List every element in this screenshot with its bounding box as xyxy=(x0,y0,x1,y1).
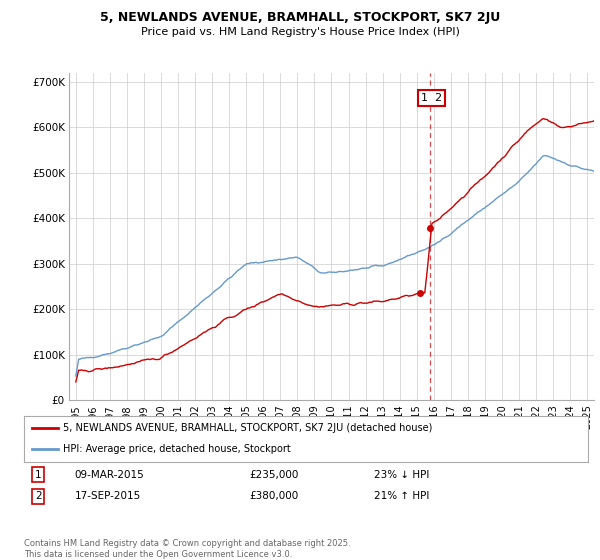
Text: 09-MAR-2015: 09-MAR-2015 xyxy=(75,470,145,480)
Text: 1: 1 xyxy=(35,470,41,480)
Text: 17-SEP-2015: 17-SEP-2015 xyxy=(75,491,141,501)
Text: Price paid vs. HM Land Registry's House Price Index (HPI): Price paid vs. HM Land Registry's House … xyxy=(140,27,460,37)
Text: 23% ↓ HPI: 23% ↓ HPI xyxy=(374,470,429,480)
Text: 5, NEWLANDS AVENUE, BRAMHALL, STOCKPORT, SK7 2JU: 5, NEWLANDS AVENUE, BRAMHALL, STOCKPORT,… xyxy=(100,11,500,24)
Text: 5, NEWLANDS AVENUE, BRAMHALL, STOCKPORT, SK7 2JU (detached house): 5, NEWLANDS AVENUE, BRAMHALL, STOCKPORT,… xyxy=(64,423,433,432)
Text: 2: 2 xyxy=(35,491,41,501)
Text: Contains HM Land Registry data © Crown copyright and database right 2025.
This d: Contains HM Land Registry data © Crown c… xyxy=(24,539,350,559)
Text: HPI: Average price, detached house, Stockport: HPI: Average price, detached house, Stoc… xyxy=(64,444,291,454)
Text: 1  2: 1 2 xyxy=(421,93,442,103)
Text: 21% ↑ HPI: 21% ↑ HPI xyxy=(374,491,429,501)
Text: £235,000: £235,000 xyxy=(250,470,299,480)
Text: £380,000: £380,000 xyxy=(250,491,299,501)
